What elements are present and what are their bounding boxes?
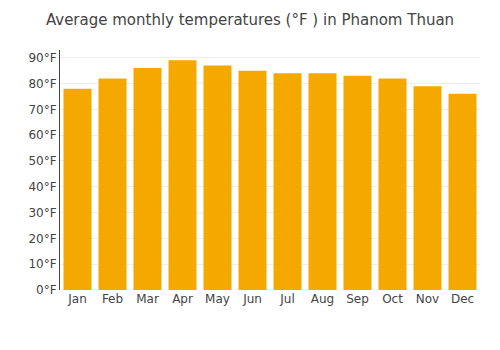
svg-text:Jul: Jul <box>279 292 294 306</box>
svg-text:90°F: 90°F <box>28 51 56 65</box>
svg-text:Oct: Oct <box>382 292 403 306</box>
svg-text:Mar: Mar <box>136 292 159 306</box>
svg-text:60°F: 60°F <box>28 128 56 142</box>
svg-text:Average monthly temperatures (: Average monthly temperatures (°F ) in Ph… <box>46 11 454 29</box>
svg-text:80°F: 80°F <box>28 77 56 91</box>
svg-text:Sep: Sep <box>346 292 369 306</box>
svg-text:30°F: 30°F <box>28 206 56 220</box>
svg-text:50°F: 50°F <box>28 154 56 168</box>
svg-text:70°F: 70°F <box>28 103 56 117</box>
svg-text:Nov: Nov <box>416 292 439 306</box>
svg-text:Dec: Dec <box>451 292 474 306</box>
svg-text:Jan: Jan <box>67 292 87 306</box>
svg-text:20°F: 20°F <box>28 232 56 246</box>
svg-text:Jun: Jun <box>242 292 262 306</box>
svg-text:Apr: Apr <box>172 292 193 306</box>
svg-text:Aug: Aug <box>311 292 334 306</box>
svg-text:10°F: 10°F <box>28 257 56 271</box>
svg-text:0°F: 0°F <box>36 283 57 297</box>
svg-text:Feb: Feb <box>102 292 123 306</box>
svg-text:May: May <box>205 292 230 306</box>
svg-text:40°F: 40°F <box>28 180 56 194</box>
